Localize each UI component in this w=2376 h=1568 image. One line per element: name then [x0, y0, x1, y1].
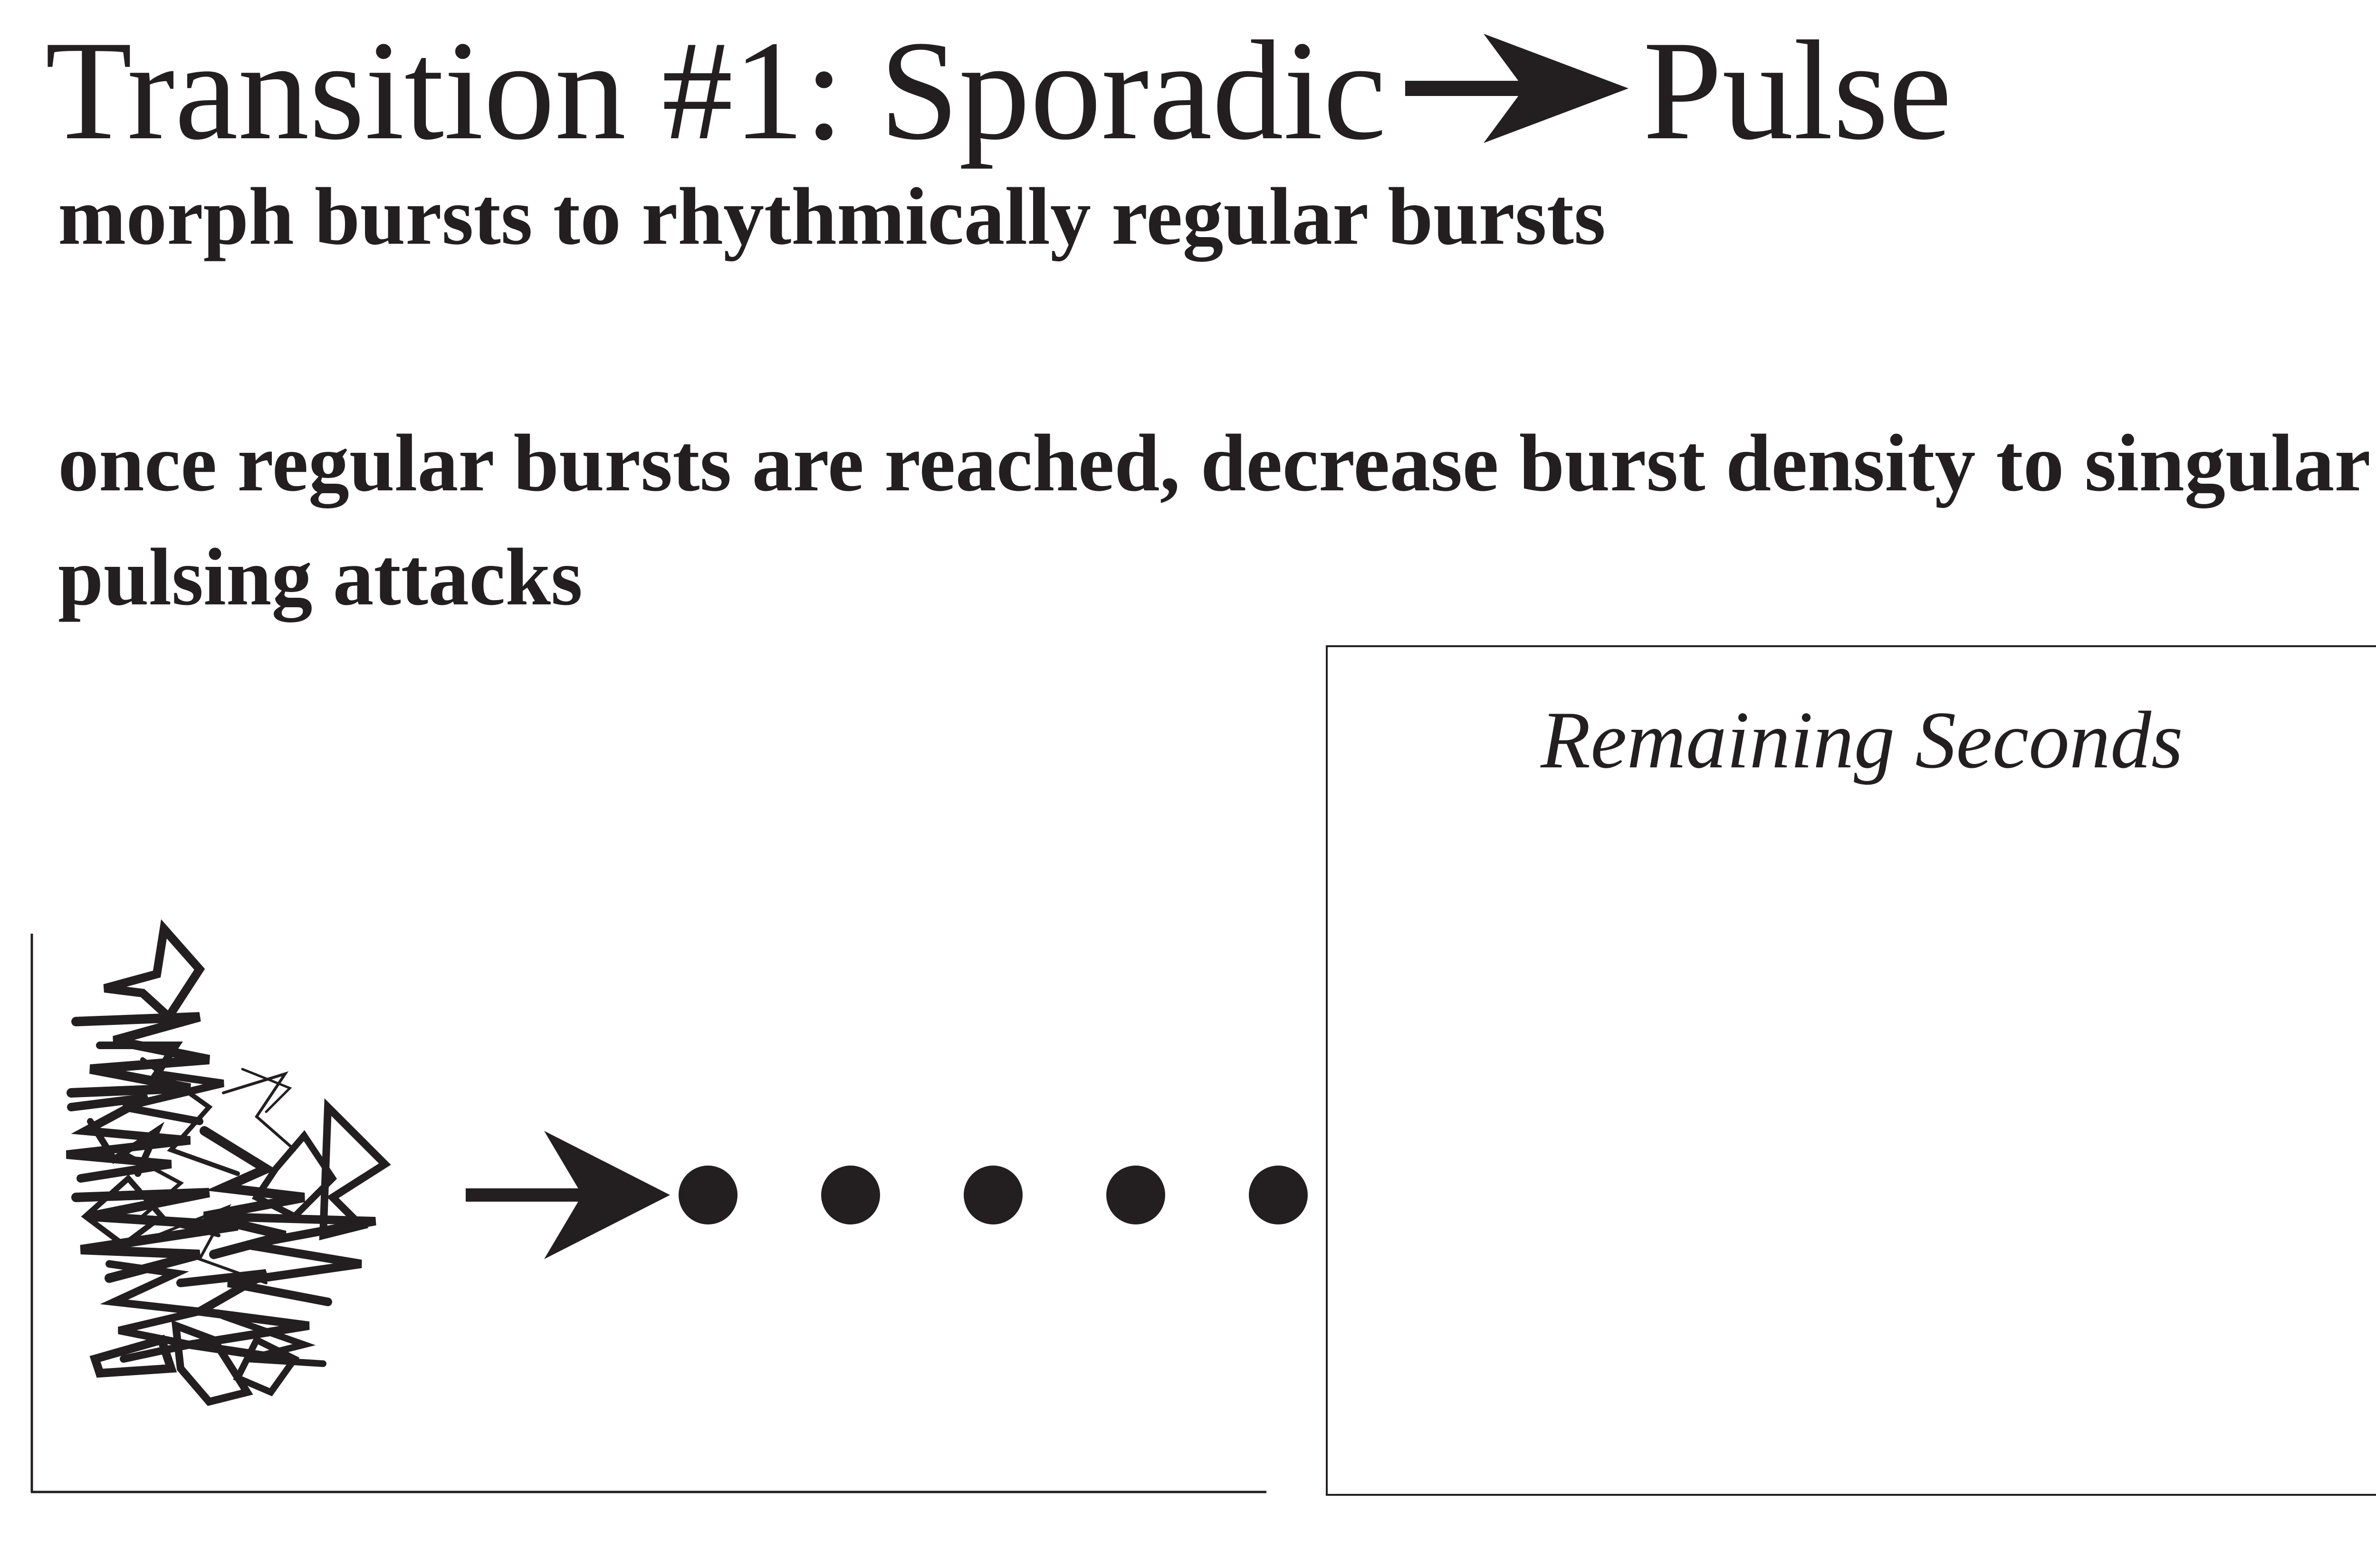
- title-arrow-icon: [1405, 34, 1629, 143]
- pulse-dot: [964, 1166, 1023, 1224]
- scribble-burst-icon: [66, 919, 391, 1406]
- pulse-dot: [1249, 1166, 1308, 1224]
- title-prefix: Transition #1: Sporadic: [45, 11, 1387, 169]
- title-suffix: Pulse: [1643, 11, 1952, 169]
- transition-arrow-icon: [466, 1131, 670, 1259]
- pulse-dots: [679, 1166, 1308, 1224]
- pulse-dot: [679, 1166, 738, 1224]
- instruction-text: once regular bursts are reached, decreas…: [58, 418, 2369, 622]
- page-title: Transition #1: Sporadic Pulse: [45, 19, 1952, 162]
- pulse-dot: [821, 1166, 880, 1224]
- subtitle: morph bursts to rhythmically regular bur…: [58, 172, 1606, 262]
- pulse-dot: [1106, 1166, 1165, 1224]
- remaining-seconds-label: Remaining Seconds: [1541, 695, 2183, 785]
- remaining-seconds-box: Remaining Seconds: [1326, 645, 2376, 1496]
